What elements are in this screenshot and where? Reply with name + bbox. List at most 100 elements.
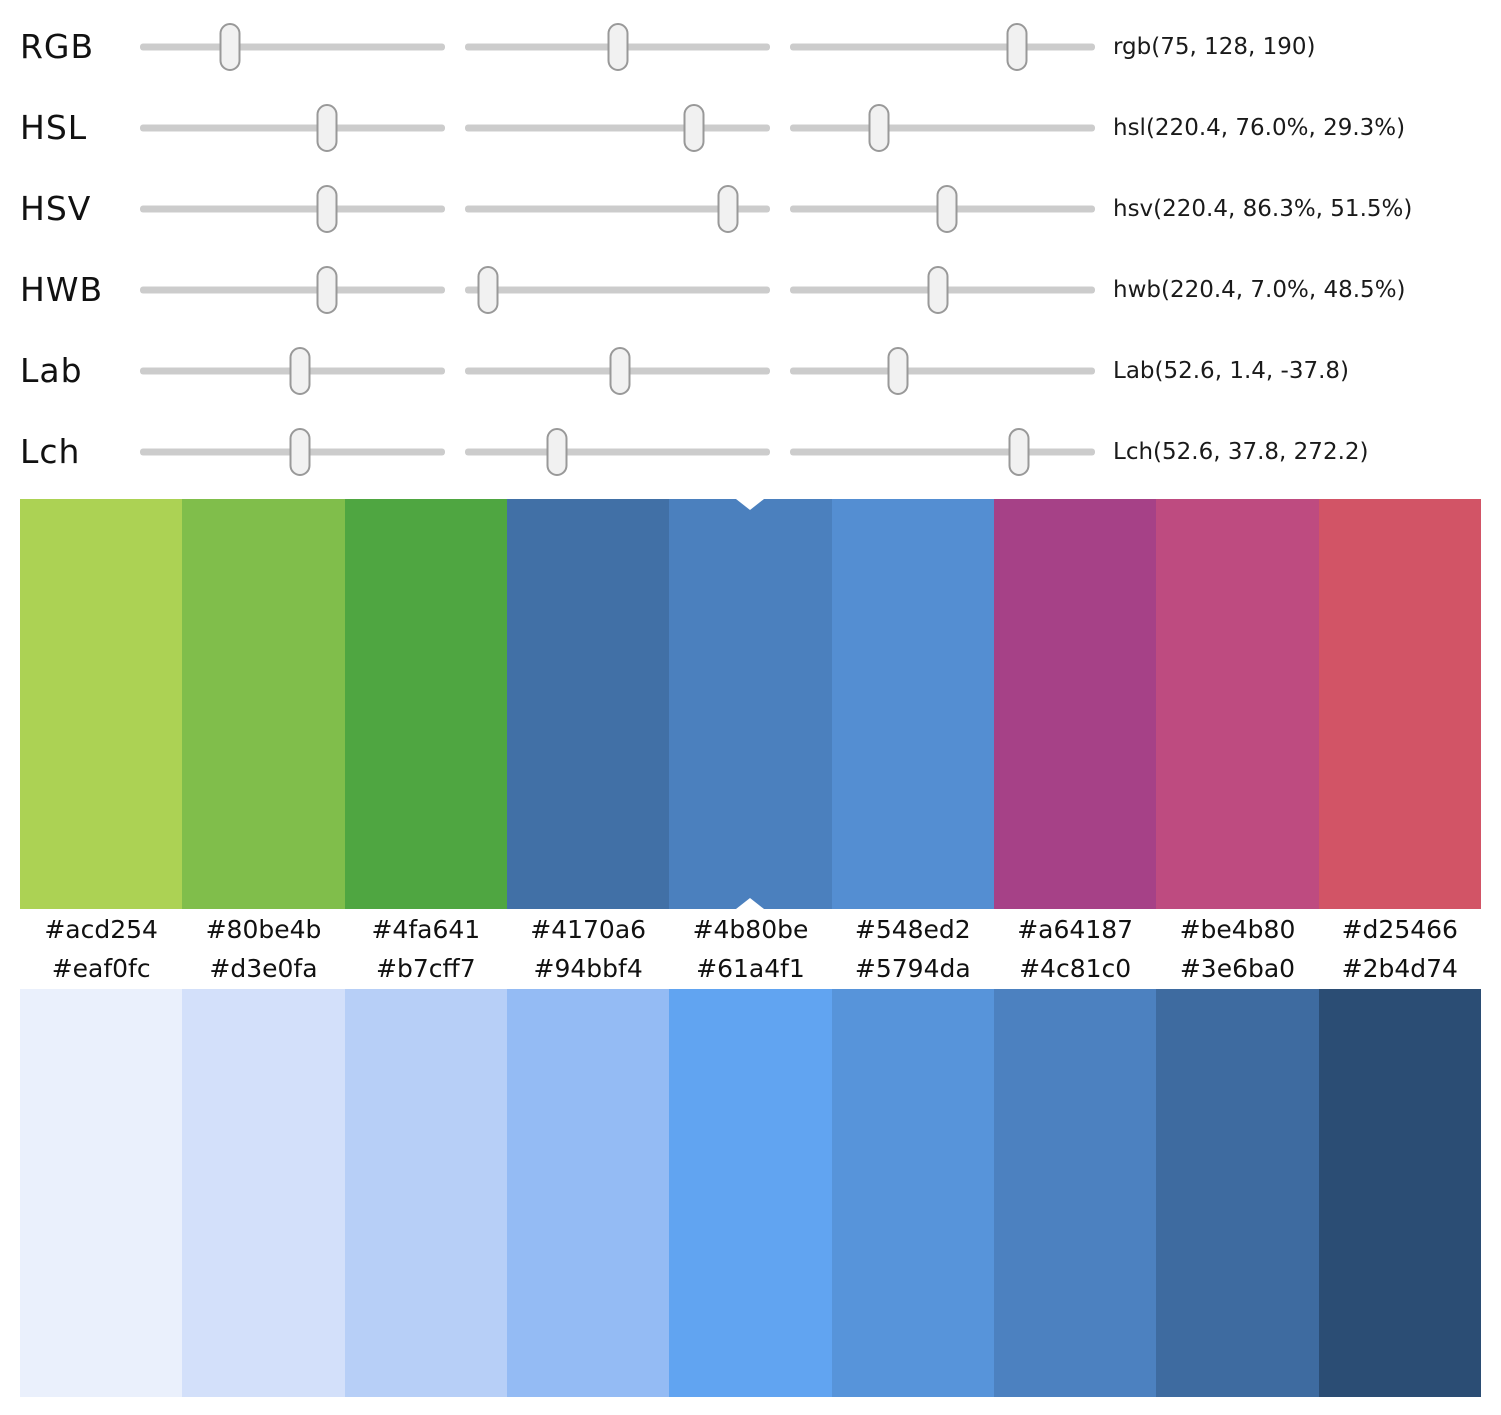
shade-swatch-4[interactable] [669, 989, 832, 1397]
slider-thumb[interactable] [1006, 22, 1028, 71]
slider-thumb[interactable] [683, 103, 705, 152]
shade-swatch-3[interactable] [506, 989, 670, 1397]
slider-thumb[interactable] [316, 103, 338, 152]
slider-thumb[interactable] [887, 346, 909, 395]
shade-hex-label-4: #61a4f1 [696, 954, 805, 983]
slider-track [465, 124, 770, 131]
variant-swatch-6[interactable] [993, 499, 1157, 909]
variant-swatch-0[interactable] [20, 499, 183, 909]
slider-rgb-0[interactable] [140, 6, 445, 87]
shade-hex-label-7: #3e6ba0 [1179, 954, 1296, 983]
slider-thumb[interactable] [607, 22, 629, 71]
slider-thumb[interactable] [477, 265, 499, 314]
slider-thumb[interactable] [219, 22, 241, 71]
variant-swatch-8[interactable] [1318, 499, 1481, 909]
shade-hex-label-3: #94bbf4 [533, 954, 643, 983]
slider-thumb[interactable] [609, 346, 631, 395]
slider-thumb[interactable] [546, 427, 568, 476]
slider-thumb[interactable] [927, 265, 949, 314]
color-value-text-rgb: rgb(75, 128, 190) [1113, 33, 1316, 60]
shade-swatch-5[interactable] [831, 989, 994, 1397]
slider-hsl-2[interactable] [790, 87, 1095, 168]
slider-hsl-1[interactable] [465, 87, 770, 168]
slider-thumb[interactable] [936, 184, 958, 233]
colorspace-label-hsl: HSL [20, 108, 88, 147]
slider-thumb[interactable] [316, 265, 338, 314]
selected-marker-top-icon [736, 499, 765, 510]
variant-hex-label-7: #be4b80 [1179, 915, 1296, 944]
color-value-text-hsl: hsl(220.4, 76.0%, 29.3%) [1113, 114, 1406, 141]
variant-hex-label-8: #d25466 [1341, 915, 1458, 944]
slider-rgb-1[interactable] [465, 6, 770, 87]
shade-palette [20, 989, 1481, 1397]
slider-lab-1[interactable] [465, 330, 770, 411]
slider-lab-2[interactable] [790, 330, 1095, 411]
slider-track [465, 286, 770, 293]
slider-hwb-1[interactable] [465, 249, 770, 330]
variant-hex-label-5: #548ed2 [854, 915, 971, 944]
variant-palette [20, 499, 1481, 909]
slider-track [140, 286, 445, 293]
slider-track [140, 205, 445, 212]
shade-swatch-2[interactable] [344, 989, 507, 1397]
variant-swatch-4[interactable] [669, 499, 832, 909]
shade-hex-label-2: #b7cff7 [376, 954, 476, 983]
slider-row-hsv: HSV hsv(220.4, 86.3%, 51.5%) [0, 168, 1501, 249]
shade-swatch-7[interactable] [1156, 989, 1319, 1397]
variant-swatch-3[interactable] [506, 499, 670, 909]
shade-hex-label-8: #2b4d74 [1341, 954, 1458, 983]
slider-track [140, 124, 445, 131]
slider-thumb[interactable] [868, 103, 890, 152]
slider-track [790, 367, 1095, 374]
variant-swatch-1[interactable] [182, 499, 345, 909]
variant-hex-label-row: #acd254 #80be4b #4fa641 #4170a6 #4b80be #548e… [20, 909, 1481, 948]
colorspace-label-rgb: RGB [20, 27, 95, 66]
variant-swatch-5[interactable] [831, 499, 994, 909]
slider-track [790, 43, 1095, 50]
slider-thumb[interactable] [289, 346, 311, 395]
slider-rgb-2[interactable] [790, 6, 1095, 87]
slider-hwb-2[interactable] [790, 249, 1095, 330]
shade-swatch-6[interactable] [993, 989, 1157, 1397]
slider-track [465, 205, 770, 212]
slider-hsv-0[interactable] [140, 168, 445, 249]
colorspace-label-lch: Lch [20, 432, 81, 471]
slider-row-hsl: HSL hsl(220.4, 76.0%, 29.3%) [0, 87, 1501, 168]
slider-track [790, 124, 1095, 131]
variant-swatch-7[interactable] [1156, 499, 1319, 909]
slider-hsv-1[interactable] [465, 168, 770, 249]
slider-section: RGB rgb(75, 128, 190) HSL hsl(220.4, 76.0%,… [0, 0, 1501, 492]
slider-row-lab: Lab Lab(52.6, 1.4, -37.8) [0, 330, 1501, 411]
color-value-text-hwb: hwb(220.4, 7.0%, 48.5%) [1113, 276, 1406, 303]
color-value-text-lch: Lch(52.6, 37.8, 272.2) [1113, 438, 1369, 465]
slider-thumb[interactable] [1008, 427, 1030, 476]
slider-track [140, 43, 445, 50]
slider-lab-0[interactable] [140, 330, 445, 411]
slider-hsl-0[interactable] [140, 87, 445, 168]
slider-hsv-2[interactable] [790, 168, 1095, 249]
shade-swatch-1[interactable] [182, 989, 345, 1397]
colorspace-label-lab: Lab [20, 351, 83, 390]
slider-hwb-0[interactable] [140, 249, 445, 330]
slider-track [790, 448, 1095, 455]
shade-swatch-8[interactable] [1318, 989, 1481, 1397]
slider-row-hwb: HWB hwb(220.4, 7.0%, 48.5%) [0, 249, 1501, 330]
shade-hex-label-5: #5794da [854, 954, 971, 983]
shade-swatch-0[interactable] [20, 989, 183, 1397]
variant-hex-label-1: #80be4b [205, 915, 322, 944]
shade-hex-label-row: #eaf0fc #d3e0fa #b7cff7 #94bbf4 #61a4f1 #5794… [20, 948, 1481, 989]
variant-hex-label-2: #4fa641 [371, 915, 481, 944]
variant-swatch-2[interactable] [344, 499, 507, 909]
shade-hex-label-1: #d3e0fa [209, 954, 318, 983]
slider-lch-2[interactable] [790, 411, 1095, 492]
slider-row-lch: Lch Lch(52.6, 37.8, 272.2) [0, 411, 1501, 492]
slider-thumb[interactable] [289, 427, 311, 476]
slider-thumb[interactable] [717, 184, 739, 233]
color-value-text-hsv: hsv(220.4, 86.3%, 51.5%) [1113, 195, 1413, 222]
selected-marker-bottom-icon [736, 898, 765, 909]
slider-lch-1[interactable] [465, 411, 770, 492]
slider-lch-0[interactable] [140, 411, 445, 492]
slider-thumb[interactable] [316, 184, 338, 233]
colorspace-label-hsv: HSV [20, 189, 92, 228]
